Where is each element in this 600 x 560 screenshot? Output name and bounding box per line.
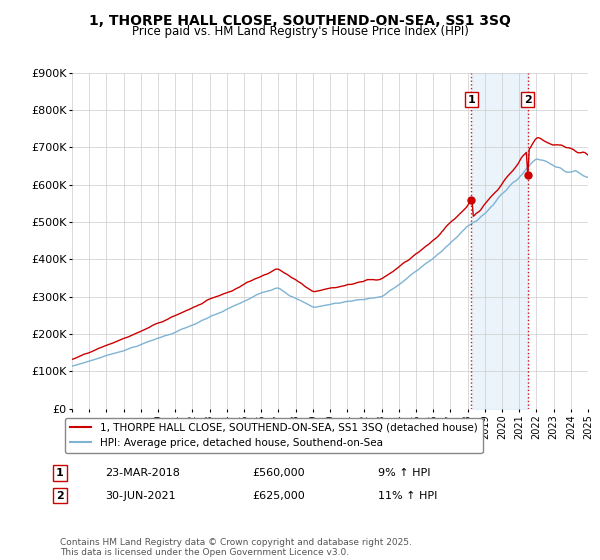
- Text: 2: 2: [56, 491, 64, 501]
- Text: 11% ↑ HPI: 11% ↑ HPI: [378, 491, 437, 501]
- Legend: 1, THORPE HALL CLOSE, SOUTHEND-ON-SEA, SS1 3SQ (detached house), HPI: Average pr: 1, THORPE HALL CLOSE, SOUTHEND-ON-SEA, S…: [65, 418, 482, 453]
- Text: 30-JUN-2021: 30-JUN-2021: [105, 491, 176, 501]
- Text: Price paid vs. HM Land Registry's House Price Index (HPI): Price paid vs. HM Land Registry's House …: [131, 25, 469, 38]
- Text: 1, THORPE HALL CLOSE, SOUTHEND-ON-SEA, SS1 3SQ: 1, THORPE HALL CLOSE, SOUTHEND-ON-SEA, S…: [89, 14, 511, 28]
- Text: 2: 2: [524, 95, 532, 105]
- Text: £560,000: £560,000: [252, 468, 305, 478]
- Text: 1: 1: [467, 95, 475, 105]
- Text: Contains HM Land Registry data © Crown copyright and database right 2025.
This d: Contains HM Land Registry data © Crown c…: [60, 538, 412, 557]
- Text: 1: 1: [56, 468, 64, 478]
- Text: 9% ↑ HPI: 9% ↑ HPI: [378, 468, 431, 478]
- Text: 23-MAR-2018: 23-MAR-2018: [105, 468, 180, 478]
- Text: £625,000: £625,000: [252, 491, 305, 501]
